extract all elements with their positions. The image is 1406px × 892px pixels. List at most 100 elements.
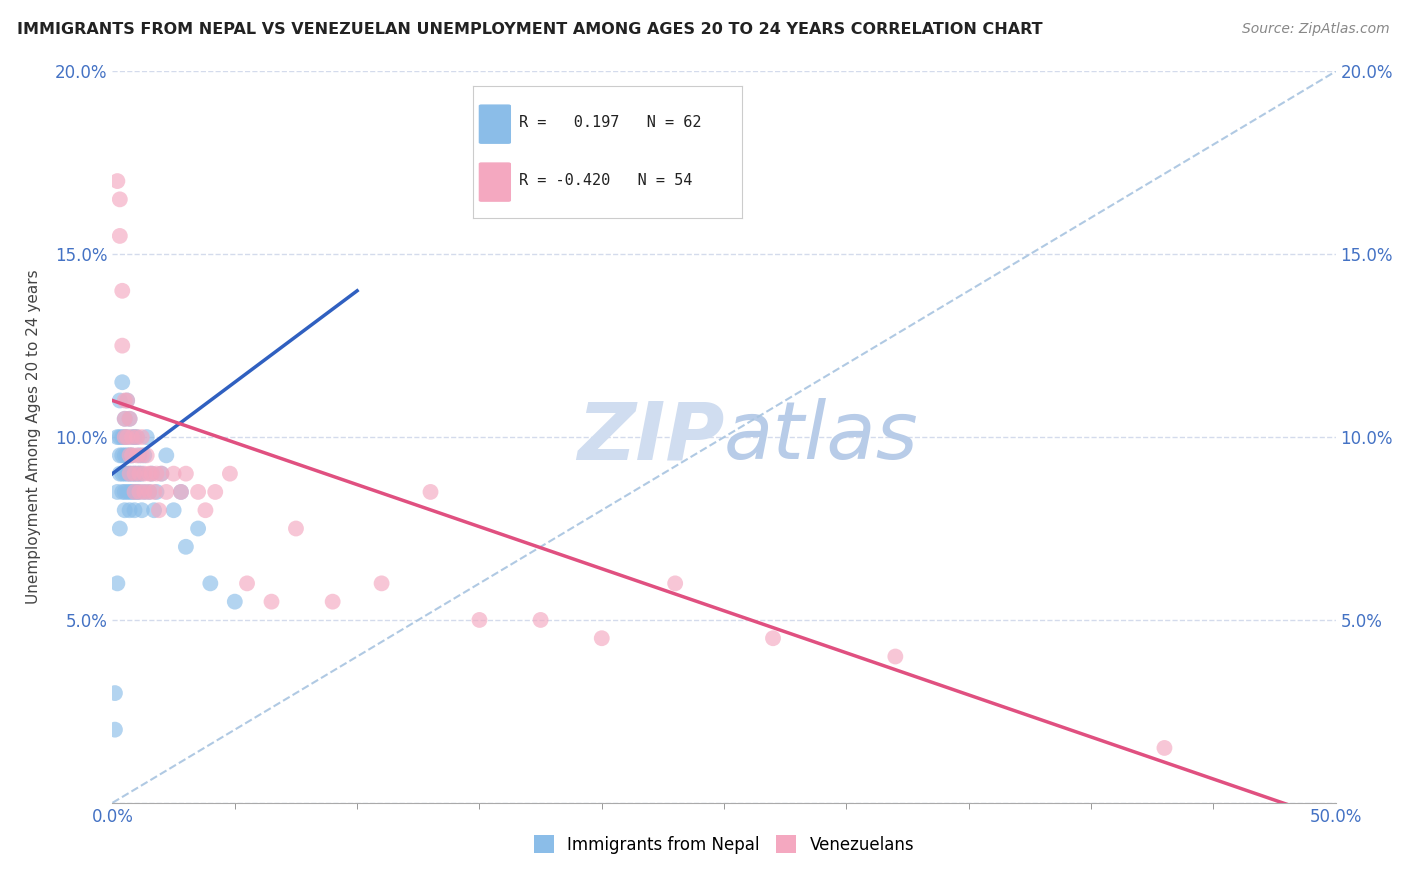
Point: [128, 485, 150, 500]
Point: [114, 430, 136, 444]
Point: [131, 430, 153, 444]
Point: [104, 723, 127, 737]
Point: [108, 393, 131, 408]
Point: [1153, 740, 1175, 755]
Point: [121, 467, 143, 481]
Point: [108, 430, 131, 444]
Point: [115, 485, 138, 500]
Point: [224, 594, 246, 608]
Point: [200, 576, 222, 591]
Point: [111, 430, 134, 444]
Point: [138, 467, 160, 481]
Point: [115, 430, 138, 444]
Point: [115, 393, 138, 408]
Point: [115, 430, 138, 444]
Point: [170, 485, 193, 500]
Point: [128, 485, 150, 500]
Point: [124, 485, 146, 500]
Point: [131, 503, 153, 517]
Point: [111, 338, 134, 352]
Point: [591, 632, 613, 646]
Point: [121, 448, 143, 462]
Point: [118, 412, 141, 426]
Point: [111, 375, 134, 389]
Point: [114, 412, 136, 426]
Text: IMMIGRANTS FROM NEPAL VS VENEZUELAN UNEMPLOYMENT AMONG AGES 20 TO 24 YEARS CORRE: IMMIGRANTS FROM NEPAL VS VENEZUELAN UNEM…: [17, 22, 1042, 37]
Point: [145, 485, 167, 500]
Point: [134, 467, 156, 481]
Point: [187, 521, 209, 535]
Point: [150, 467, 173, 481]
Point: [124, 485, 146, 500]
Legend: Immigrants from Nepal, Venezuelans: Immigrants from Nepal, Venezuelans: [527, 829, 921, 860]
Y-axis label: Unemployment Among Ages 20 to 24 years: Unemployment Among Ages 20 to 24 years: [27, 269, 41, 605]
Point: [105, 430, 128, 444]
Point: [236, 576, 259, 591]
Point: [322, 594, 344, 608]
Point: [260, 594, 283, 608]
Point: [138, 485, 160, 500]
Point: [111, 467, 134, 481]
Point: [125, 430, 148, 444]
Point: [141, 467, 163, 481]
Point: [204, 485, 226, 500]
Point: [131, 467, 153, 481]
Point: [124, 467, 146, 481]
Point: [114, 503, 136, 517]
Point: [115, 393, 138, 408]
Point: [125, 485, 148, 500]
Point: [118, 467, 141, 481]
Point: [105, 576, 128, 591]
Point: [124, 467, 146, 481]
Point: [105, 174, 128, 188]
Point: [118, 467, 141, 481]
Point: [128, 467, 150, 481]
Point: [884, 649, 907, 664]
Point: [219, 467, 242, 481]
Point: [664, 576, 686, 591]
Point: [114, 412, 136, 426]
Point: [114, 467, 136, 481]
Point: [111, 448, 134, 462]
Point: [118, 503, 141, 517]
Point: [115, 467, 138, 481]
Point: [143, 485, 166, 500]
Point: [143, 503, 166, 517]
Point: [134, 448, 156, 462]
Point: [125, 448, 148, 462]
Point: [108, 467, 131, 481]
Point: [187, 485, 209, 500]
Point: [104, 686, 127, 700]
Point: [163, 503, 186, 517]
Text: ZIP: ZIP: [576, 398, 724, 476]
Point: [163, 467, 186, 481]
Point: [370, 576, 392, 591]
Point: [121, 448, 143, 462]
Point: [284, 521, 308, 535]
Point: [115, 448, 138, 462]
Point: [114, 448, 136, 462]
Point: [114, 393, 136, 408]
Point: [762, 632, 785, 646]
Point: [128, 448, 150, 462]
Point: [141, 467, 163, 481]
Point: [125, 430, 148, 444]
Point: [529, 613, 551, 627]
Point: [108, 192, 131, 206]
Text: Source: ZipAtlas.com: Source: ZipAtlas.com: [1241, 22, 1389, 37]
Point: [108, 448, 131, 462]
Point: [131, 448, 153, 462]
Point: [150, 467, 173, 481]
Point: [111, 485, 134, 500]
Point: [134, 485, 156, 500]
Point: [468, 613, 491, 627]
Point: [114, 485, 136, 500]
Point: [138, 485, 160, 500]
Point: [155, 485, 177, 500]
Point: [174, 467, 197, 481]
Point: [114, 430, 136, 444]
Point: [170, 485, 193, 500]
Point: [148, 503, 170, 517]
Point: [118, 448, 141, 462]
Point: [135, 430, 157, 444]
